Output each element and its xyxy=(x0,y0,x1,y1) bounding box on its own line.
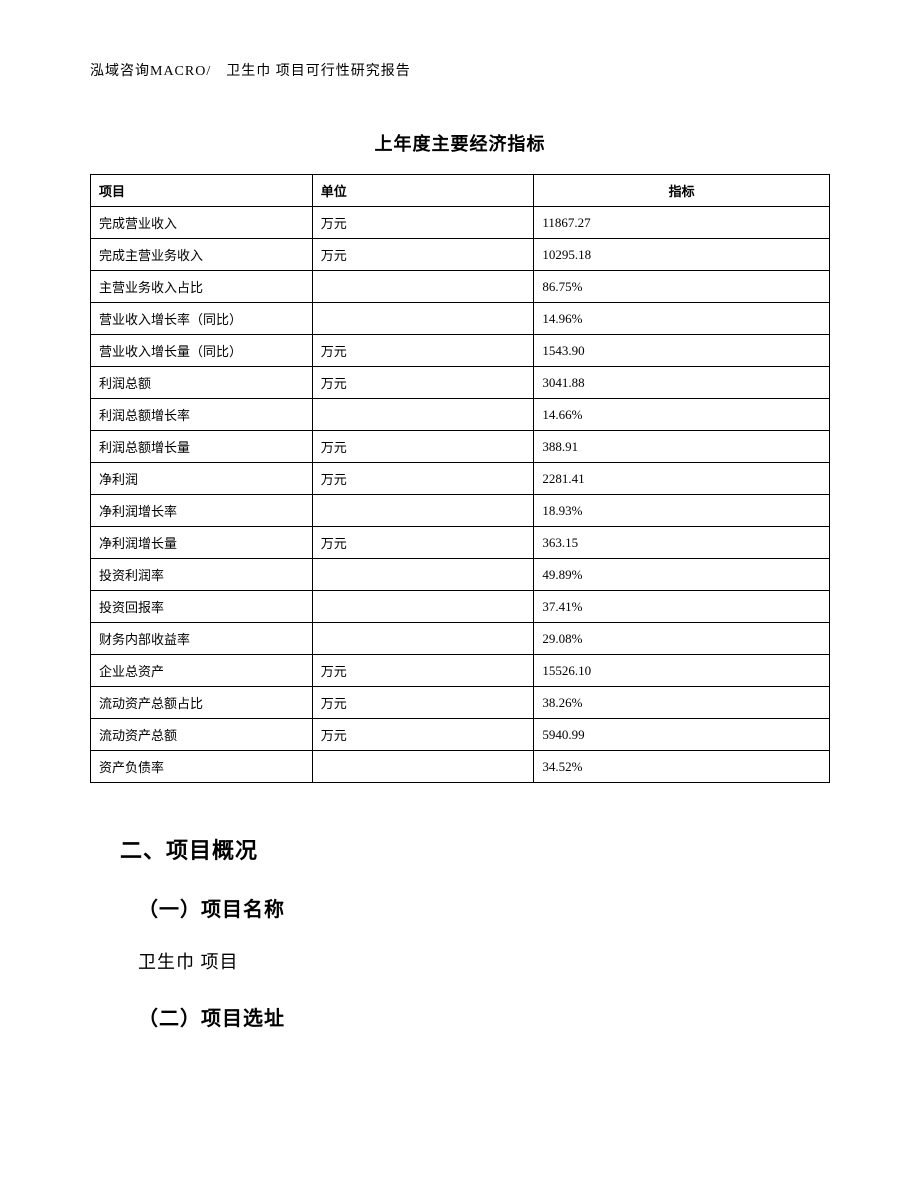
table-row: 流动资产总额占比 万元 38.26% xyxy=(91,687,830,719)
cell-unit: 万元 xyxy=(312,687,534,719)
cell-project: 投资利润率 xyxy=(91,559,313,591)
cell-indicator: 34.52% xyxy=(534,751,830,783)
cell-indicator: 38.26% xyxy=(534,687,830,719)
table-row: 完成营业收入 万元 11867.27 xyxy=(91,207,830,239)
table-row: 利润总额增长率 14.66% xyxy=(91,399,830,431)
table-row: 主营业务收入占比 86.75% xyxy=(91,271,830,303)
table-header-row: 项目 单位 指标 xyxy=(91,175,830,207)
cell-project: 利润总额 xyxy=(91,367,313,399)
table-row: 投资利润率 49.89% xyxy=(91,559,830,591)
table-row: 利润总额 万元 3041.88 xyxy=(91,367,830,399)
col-header-project: 项目 xyxy=(91,175,313,207)
cell-indicator: 18.93% xyxy=(534,495,830,527)
cell-indicator: 388.91 xyxy=(534,431,830,463)
project-name-text: 卫生巾 项目 xyxy=(138,948,830,974)
cell-project: 流动资产总额 xyxy=(91,719,313,751)
table-row: 净利润增长率 18.93% xyxy=(91,495,830,527)
cell-indicator: 14.66% xyxy=(534,399,830,431)
table-row: 企业总资产 万元 15526.10 xyxy=(91,655,830,687)
cell-project: 净利润增长率 xyxy=(91,495,313,527)
col-header-indicator: 指标 xyxy=(534,175,830,207)
cell-project: 完成主营业务收入 xyxy=(91,239,313,271)
cell-indicator: 86.75% xyxy=(534,271,830,303)
page-header: 泓域咨询MACRO/ 卫生巾 项目可行性研究报告 xyxy=(90,60,830,80)
cell-unit xyxy=(312,271,534,303)
cell-project: 主营业务收入占比 xyxy=(91,271,313,303)
table-row: 财务内部收益率 29.08% xyxy=(91,623,830,655)
cell-project: 净利润 xyxy=(91,463,313,495)
cell-project: 财务内部收益率 xyxy=(91,623,313,655)
cell-project: 利润总额增长率 xyxy=(91,399,313,431)
cell-indicator: 14.96% xyxy=(534,303,830,335)
table-row: 流动资产总额 万元 5940.99 xyxy=(91,719,830,751)
sub-heading-2: （二）项目选址 xyxy=(138,1002,830,1031)
cell-unit: 万元 xyxy=(312,655,534,687)
cell-project: 完成营业收入 xyxy=(91,207,313,239)
cell-unit: 万元 xyxy=(312,367,534,399)
cell-unit: 万元 xyxy=(312,719,534,751)
col-header-unit: 单位 xyxy=(312,175,534,207)
cell-unit: 万元 xyxy=(312,207,534,239)
cell-unit xyxy=(312,751,534,783)
cell-project: 净利润增长量 xyxy=(91,527,313,559)
cell-unit xyxy=(312,303,534,335)
cell-unit xyxy=(312,399,534,431)
table-row: 净利润增长量 万元 363.15 xyxy=(91,527,830,559)
section-heading-2: 二、项目概况 xyxy=(120,833,830,865)
table-row: 资产负债率 34.52% xyxy=(91,751,830,783)
cell-indicator: 5940.99 xyxy=(534,719,830,751)
cell-indicator: 1543.90 xyxy=(534,335,830,367)
cell-unit xyxy=(312,591,534,623)
cell-indicator: 37.41% xyxy=(534,591,830,623)
cell-unit: 万元 xyxy=(312,463,534,495)
cell-unit: 万元 xyxy=(312,335,534,367)
table-row: 完成主营业务收入 万元 10295.18 xyxy=(91,239,830,271)
cell-indicator: 11867.27 xyxy=(534,207,830,239)
cell-unit: 万元 xyxy=(312,431,534,463)
cell-indicator: 10295.18 xyxy=(534,239,830,271)
cell-indicator: 29.08% xyxy=(534,623,830,655)
table-row: 营业收入增长量（同比） 万元 1543.90 xyxy=(91,335,830,367)
cell-project: 企业总资产 xyxy=(91,655,313,687)
cell-project: 投资回报率 xyxy=(91,591,313,623)
cell-indicator: 15526.10 xyxy=(534,655,830,687)
cell-unit xyxy=(312,623,534,655)
sub-heading-1: （一）项目名称 xyxy=(138,893,830,922)
cell-indicator: 363.15 xyxy=(534,527,830,559)
cell-unit xyxy=(312,495,534,527)
cell-unit xyxy=(312,559,534,591)
cell-indicator: 3041.88 xyxy=(534,367,830,399)
cell-unit: 万元 xyxy=(312,527,534,559)
table-row: 净利润 万元 2281.41 xyxy=(91,463,830,495)
cell-project: 营业收入增长率（同比） xyxy=(91,303,313,335)
table-title: 上年度主要经济指标 xyxy=(90,130,830,156)
cell-project: 流动资产总额占比 xyxy=(91,687,313,719)
cell-indicator: 49.89% xyxy=(534,559,830,591)
cell-project: 营业收入增长量（同比） xyxy=(91,335,313,367)
cell-project: 资产负债率 xyxy=(91,751,313,783)
economic-indicators-table: 项目 单位 指标 完成营业收入 万元 11867.27 完成主营业务收入 万元 … xyxy=(90,174,830,783)
table-row: 投资回报率 37.41% xyxy=(91,591,830,623)
cell-unit: 万元 xyxy=(312,239,534,271)
cell-project: 利润总额增长量 xyxy=(91,431,313,463)
table-row: 利润总额增长量 万元 388.91 xyxy=(91,431,830,463)
cell-indicator: 2281.41 xyxy=(534,463,830,495)
table-row: 营业收入增长率（同比） 14.96% xyxy=(91,303,830,335)
